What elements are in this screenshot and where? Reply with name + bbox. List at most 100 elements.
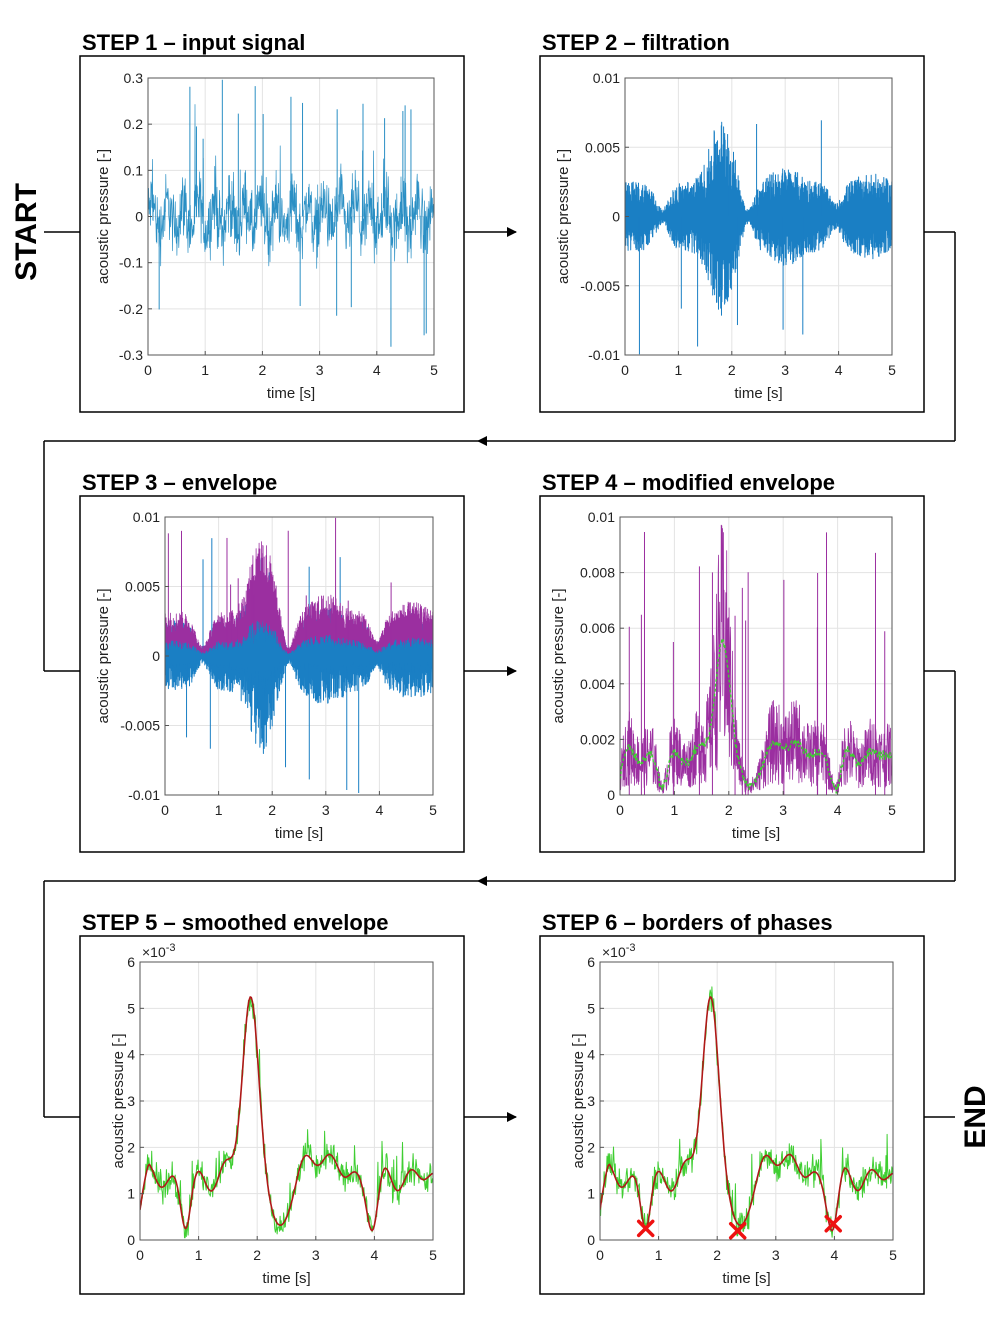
series-group [148, 79, 434, 347]
step-4-chart: 0 1 2 3 4 5 0 0.002 0.004 0.006 0.008 0.01 time [s] a… [550, 509, 896, 842]
y-tick-label: 2 [587, 1139, 595, 1155]
y-tick-label: 0.004 [580, 676, 615, 692]
y-tick-label: 1 [127, 1186, 135, 1202]
x-tick-label: 4 [373, 362, 381, 378]
x-tick-label: 1 [671, 802, 679, 818]
series-group [600, 986, 893, 1238]
x-tick-label: 1 [655, 1247, 663, 1263]
x-tick-label: 4 [831, 1247, 839, 1263]
series-group [625, 120, 892, 355]
x-tick-label: 2 [728, 362, 736, 378]
x-axis-label: time [s] [734, 385, 782, 402]
x-tick-label: 1 [195, 1247, 203, 1263]
y-tick-label: -0.005 [580, 278, 620, 294]
y-tick-label: 0 [607, 787, 615, 803]
phase-border-marker [636, 1219, 655, 1238]
x-tick-label: 2 [259, 362, 267, 378]
y-tick-label: 0.005 [125, 579, 160, 595]
exponent-base: ×10 [602, 944, 626, 960]
envelope-line [620, 524, 892, 794]
y-axis-label: acoustic pressure [-] [570, 1033, 587, 1168]
step-5-frame [79, 935, 465, 1295]
filtered-signal-core [165, 620, 433, 699]
y-tick-label: 5 [127, 1000, 135, 1016]
x-tick-label: 0 [144, 362, 152, 378]
series-group [620, 524, 892, 795]
y-tick-label: 0.1 [124, 162, 144, 178]
x-tick-label: 1 [675, 362, 683, 378]
step-6-title: STEP 6 – borders of phases [542, 910, 833, 935]
y-tick-label: 0.006 [580, 620, 615, 636]
x-tick-label: 1 [201, 362, 209, 378]
step-4-title: STEP 4 – modified envelope [542, 470, 835, 495]
x-axis-label: time [s] [722, 1270, 770, 1287]
x-tick-label: 5 [429, 1247, 437, 1263]
step-5-panel: STEP 5 – smoothed envelope 0 1 2 3 4 5 0 1 2 3 4 5 6… [79, 910, 465, 1295]
y-axis-label: acoustic pressure [-] [95, 588, 112, 723]
y-exponent-label: ×10-3 [602, 942, 636, 960]
y-tick-label: 0 [587, 1232, 595, 1248]
x-tick-label: 0 [136, 1247, 144, 1263]
x-tick-label: 2 [713, 1247, 721, 1263]
y-tick-label: 3 [587, 1093, 595, 1109]
y-tick-label: -0.1 [119, 255, 143, 271]
y-tick-label: -0.01 [128, 787, 160, 803]
y-tick-label: 5 [587, 1000, 595, 1016]
step-6-panel: STEP 6 – borders of phases 0 1 2 3 4 5 0 1 2 3 4 5 6… [539, 910, 925, 1295]
y-tick-label: -0.3 [119, 347, 143, 363]
y-tick-label: 1 [587, 1186, 595, 1202]
x-tick-label: 5 [889, 1247, 897, 1263]
y-tick-label: 0 [127, 1232, 135, 1248]
phase-border-marker [728, 1221, 747, 1240]
x-tick-label: 4 [376, 802, 384, 818]
y-tick-label: 0.01 [588, 509, 615, 525]
step-1-frame [79, 55, 465, 413]
step-5-chart: 0 1 2 3 4 5 0 1 2 3 4 5 6 time [s] acoustic pressure [… [110, 942, 437, 1287]
envelope-line [165, 541, 433, 655]
x-tick-label: 5 [888, 802, 896, 818]
x-tick-label: 5 [430, 362, 438, 378]
x-tick-label: 5 [888, 362, 896, 378]
flow-connectors [43, 227, 956, 1122]
end-label: END [959, 1085, 992, 1148]
y-tick-label: 0 [612, 209, 620, 225]
y-tick-label: 4 [127, 1047, 135, 1063]
modified-envelope-line [620, 637, 892, 794]
y-exponent-label: ×10-3 [142, 942, 176, 960]
y-tick-label: 0.3 [124, 70, 144, 86]
x-axis-label: time [s] [267, 385, 315, 402]
y-tick-label: 3 [127, 1093, 135, 1109]
step-1-panel: STEP 1 – input signal 0 1 2 3 4 5 -0.3 -0.2 -0.1… [79, 30, 465, 413]
x-axis-label: time [s] [732, 825, 780, 842]
series-group [165, 517, 433, 793]
x-tick-label: 2 [253, 1247, 261, 1263]
x-axis-label: time [s] [275, 825, 323, 842]
x-tick-label: 3 [322, 802, 330, 818]
x-axis-label: time [s] [262, 1270, 310, 1287]
y-tick-label: 4 [587, 1047, 595, 1063]
x-tick-label: 0 [616, 802, 624, 818]
y-tick-label: 0.005 [585, 139, 620, 155]
step-6-chart: 0 1 2 3 4 5 0 1 2 3 4 5 6 time [s] acoustic pressure [… [570, 942, 897, 1287]
y-tick-label: 0 [152, 648, 160, 664]
y-tick-label: -0.01 [588, 347, 620, 363]
y-tick-label: 6 [127, 954, 135, 970]
x-tick-label: 3 [779, 802, 787, 818]
y-tick-label: 0.01 [593, 70, 620, 86]
step-2-chart: 0 1 2 3 4 5 -0.01 -0.005 0 0.005 0.01 time [s] acous… [555, 70, 896, 402]
step-2-title: STEP 2 – filtration [542, 30, 730, 55]
y-axis-label: acoustic pressure [-] [95, 149, 112, 284]
x-tick-label: 4 [834, 802, 842, 818]
x-tick-label: 4 [371, 1247, 379, 1263]
smoothed-envelope-line [600, 996, 893, 1232]
step-3-panel: STEP 3 – envelope 0 1 2 3 4 5 -0.01 -0.005 0 0.00… [79, 470, 465, 853]
x-tick-label: 0 [621, 362, 629, 378]
y-tick-label: 0.002 [580, 731, 615, 747]
step-2-panel: STEP 2 – filtration 0 1 2 3 4 5 -0.01 -0.005 0 0.… [539, 30, 925, 413]
step-4-panel: STEP 4 – modified envelope 0 1 2 3 4 500.0020… [539, 470, 925, 853]
exponent-power: -3 [166, 942, 176, 954]
y-tick-label: 2 [127, 1139, 135, 1155]
exponent-base: ×10 [142, 944, 166, 960]
y-tick-label: 0.01 [133, 509, 160, 525]
